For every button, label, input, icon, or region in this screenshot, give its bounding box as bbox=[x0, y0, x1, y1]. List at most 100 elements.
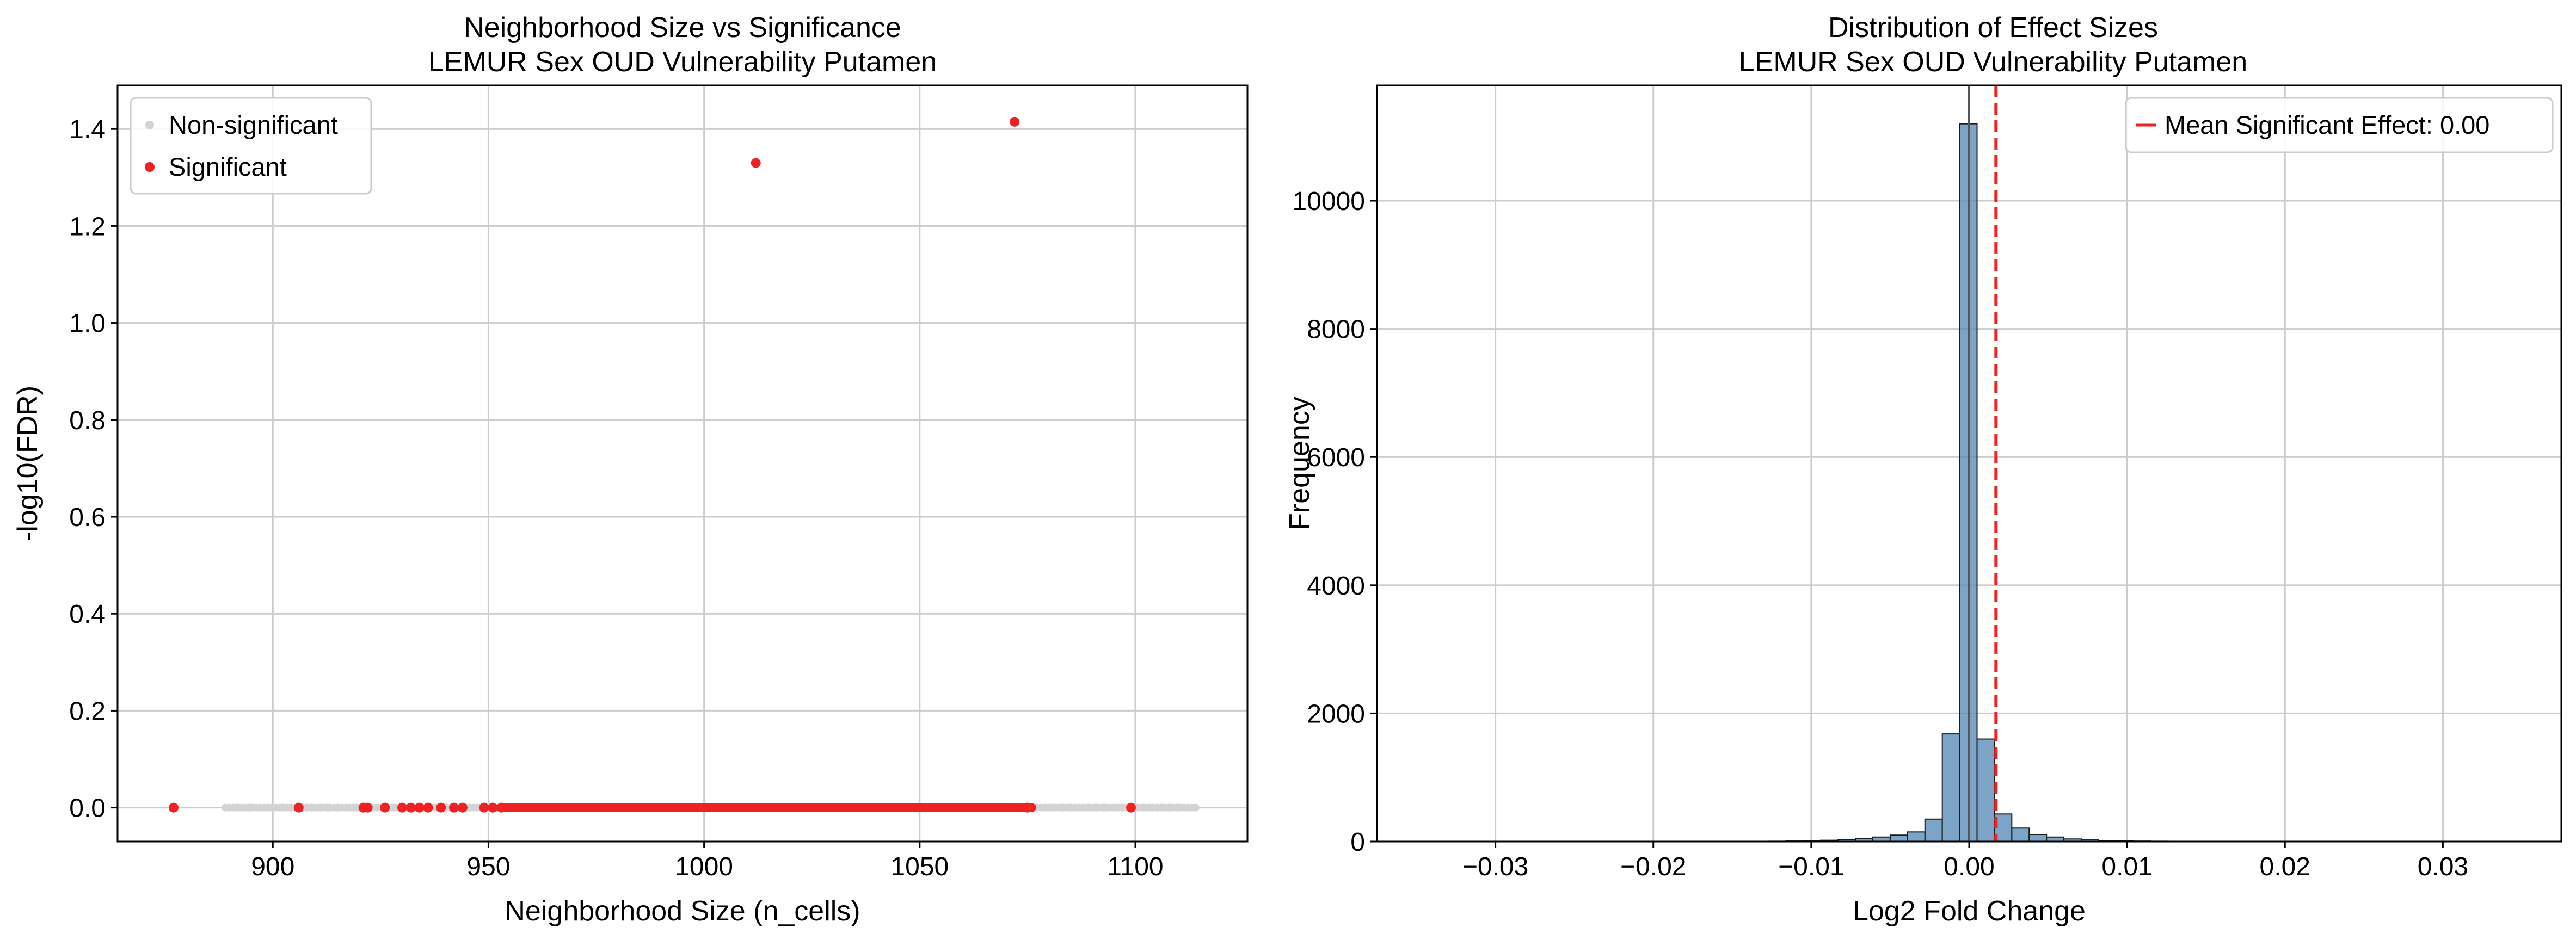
scatter-subtitle: LEMUR Sex OUD Vulnerability Putamen bbox=[428, 46, 937, 78]
histogram-bar bbox=[1925, 819, 1942, 842]
legend-label-non-significant: Non-significant bbox=[169, 110, 338, 139]
scatter-point-significant bbox=[751, 158, 761, 168]
histogram-x-tick-label: 0.00 bbox=[1944, 852, 1994, 881]
histogram-y-tick-label: 6000 bbox=[1307, 443, 1365, 472]
histogram-y-tick-label: 2000 bbox=[1307, 700, 1365, 728]
scatter-point-non-significant bbox=[269, 804, 276, 812]
scatter-point-significant bbox=[458, 803, 468, 813]
scatter-point-significant bbox=[479, 803, 489, 813]
scatter-x-tick-label: 1100 bbox=[1107, 852, 1163, 881]
scatter-point-significant bbox=[449, 803, 459, 813]
scatter-point-non-significant bbox=[1192, 804, 1200, 812]
scatter-plot-frame bbox=[118, 85, 1247, 842]
legend-marker-significant bbox=[145, 162, 155, 172]
scatter-y-tick-label: 1.4 bbox=[69, 115, 106, 144]
scatter-point-significant bbox=[169, 803, 179, 813]
histogram-bar bbox=[2029, 834, 2046, 842]
scatter-point-non-significant bbox=[278, 804, 285, 812]
histogram-y-tick-label: 0 bbox=[1350, 828, 1365, 857]
histogram-y-axis-label: Frequency bbox=[1284, 397, 1315, 530]
scatter-y-tick-label: 0.8 bbox=[69, 406, 106, 435]
histogram-bar bbox=[1977, 739, 1995, 842]
scatter-point-significant bbox=[496, 803, 506, 813]
histogram-bar bbox=[1890, 835, 1908, 842]
histogram-y-tick-label: 4000 bbox=[1307, 572, 1365, 601]
scatter-point-non-significant bbox=[1058, 804, 1066, 812]
histogram-legend: Mean Significant Effect: 0.00 bbox=[2126, 98, 2553, 152]
scatter-point-non-significant bbox=[235, 804, 242, 812]
scatter-point-significant bbox=[363, 803, 373, 813]
scatter-point-non-significant bbox=[222, 804, 229, 812]
scatter-y-tick-label: 0.4 bbox=[69, 600, 106, 629]
scatter-point-non-significant bbox=[334, 804, 341, 812]
scatter-point-non-significant bbox=[286, 804, 294, 812]
scatter-points bbox=[169, 117, 1200, 813]
scatter-x-tick-label: 1000 bbox=[675, 852, 733, 881]
scatter-point-non-significant bbox=[1149, 804, 1157, 812]
scatter-point-non-significant bbox=[1140, 804, 1148, 812]
scatter-x-tick-label: 1050 bbox=[890, 852, 949, 881]
scatter-point-non-significant bbox=[308, 804, 316, 812]
histogram-ticks: −0.03 −0.02 −0.01 0.00 0.01 0.02 0.03 0 2000 4000… bbox=[1293, 187, 2469, 881]
scatter-point-non-significant bbox=[316, 804, 324, 812]
scatter-point-non-significant bbox=[1118, 804, 1126, 812]
histogram-x-tick-label: 0.01 bbox=[2101, 852, 2152, 881]
scatter-point-non-significant bbox=[260, 804, 268, 812]
scatter-point-non-significant bbox=[1110, 804, 1117, 812]
scatter-point-non-significant bbox=[248, 804, 255, 812]
histogram-subtitle: LEMUR Sex OUD Vulnerability Putamen bbox=[1739, 46, 2247, 78]
scatter-point-non-significant bbox=[1075, 804, 1083, 812]
scatter-y-axis-label: -log10(FDR) bbox=[12, 386, 44, 541]
scatter-point-significant bbox=[1126, 803, 1136, 813]
histogram-bar bbox=[1908, 832, 1925, 842]
histogram-x-tick-label: −0.02 bbox=[1620, 852, 1686, 881]
histogram-x-tick-label: −0.01 bbox=[1778, 852, 1844, 881]
legend-label-mean-line: Mean Significant Effect: 0.00 bbox=[2165, 110, 2489, 139]
scatter-x-tick-label: 900 bbox=[251, 852, 294, 881]
histogram-x-axis-label: Log2 Fold Change bbox=[1853, 895, 2086, 927]
scatter-point-significant bbox=[380, 803, 390, 813]
scatter-point-non-significant bbox=[390, 804, 397, 812]
scatter-y-tick-label: 0.2 bbox=[69, 697, 106, 726]
scatter-panel: Neighborhood Size vs Significance LEMUR … bbox=[12, 12, 1247, 927]
scatter-point-non-significant bbox=[1084, 804, 1092, 812]
scatter-point-non-significant bbox=[325, 804, 333, 812]
scatter-point-significant bbox=[1010, 117, 1019, 127]
scatter-point-significant bbox=[436, 803, 446, 813]
histogram-panel: Distribution of Effect Sizes LEMUR Sex O… bbox=[1284, 12, 2561, 927]
scatter-point-non-significant bbox=[342, 804, 350, 812]
legend-marker-non-significant bbox=[145, 121, 154, 129]
histogram-title: Distribution of Effect Sizes bbox=[1828, 12, 2158, 44]
scatter-legend: Non-significant Significant bbox=[131, 98, 371, 194]
histogram-y-tick-label: 10000 bbox=[1293, 187, 1365, 216]
scatter-point-significant bbox=[397, 803, 407, 813]
scatter-y-tick-label: 0.0 bbox=[69, 794, 106, 823]
scatter-point-non-significant bbox=[1041, 804, 1049, 812]
scatter-point-significant bbox=[488, 803, 497, 813]
histogram-bar bbox=[1942, 734, 1960, 842]
scatter-point-non-significant bbox=[1049, 804, 1057, 812]
scatter-x-tick-label: 950 bbox=[466, 852, 510, 881]
scatter-point-non-significant bbox=[1102, 804, 1109, 812]
histogram-x-tick-label: −0.03 bbox=[1462, 852, 1528, 881]
scatter-point-non-significant bbox=[1158, 804, 1165, 812]
scatter-point-significant bbox=[406, 803, 416, 813]
scatter-point-significant bbox=[423, 803, 433, 813]
scatter-point-non-significant bbox=[1067, 804, 1074, 812]
legend-label-significant: Significant bbox=[169, 152, 287, 181]
scatter-point-significant bbox=[1023, 803, 1032, 813]
scatter-y-tick-label: 1.2 bbox=[69, 212, 106, 241]
histogram-bar bbox=[2012, 828, 2029, 842]
scatter-title: Neighborhood Size vs Significance bbox=[464, 12, 901, 44]
scatter-point-non-significant bbox=[1093, 804, 1101, 812]
histogram-x-tick-label: 0.02 bbox=[2260, 852, 2310, 881]
scatter-y-tick-label: 0.6 bbox=[69, 503, 106, 532]
histogram-y-tick-label: 8000 bbox=[1307, 316, 1365, 344]
histogram-x-tick-label: 0.03 bbox=[2418, 852, 2468, 881]
scatter-x-axis-label: Neighborhood Size (n_cells) bbox=[505, 895, 860, 927]
scatter-point-significant bbox=[294, 803, 304, 813]
scatter-grid bbox=[118, 85, 1247, 842]
